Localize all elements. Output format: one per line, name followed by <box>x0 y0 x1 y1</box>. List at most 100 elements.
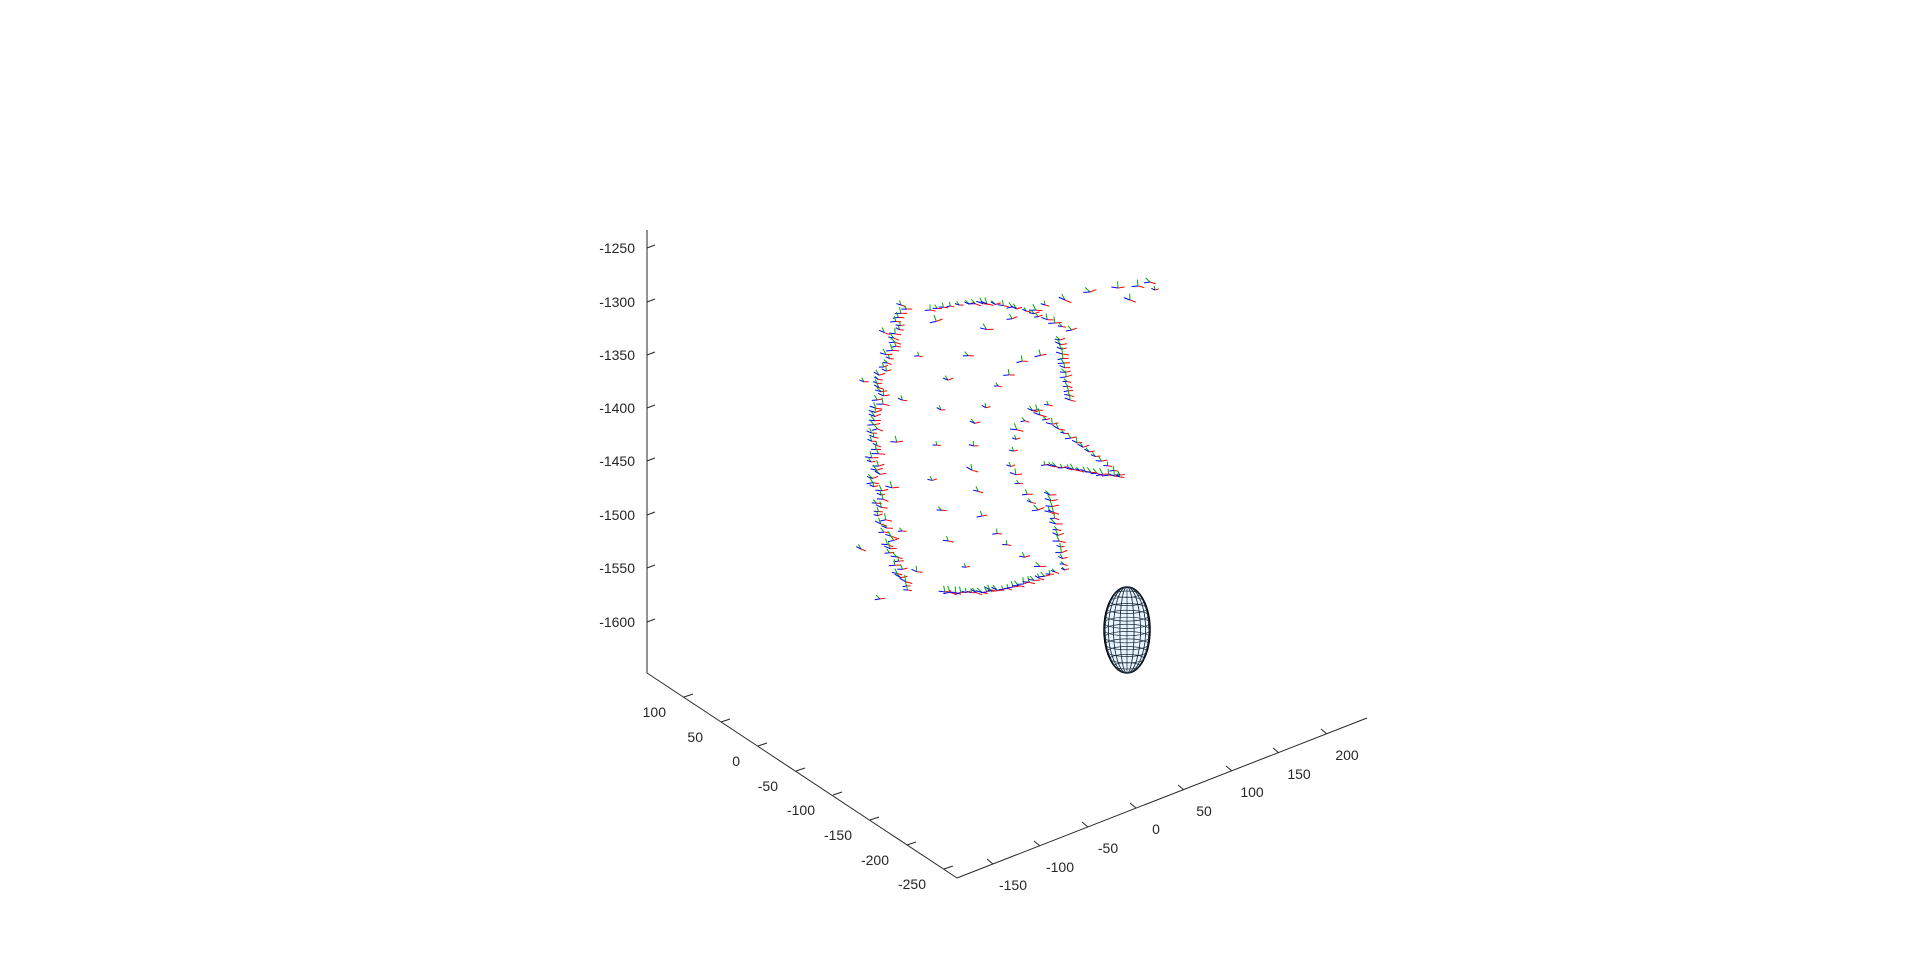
triad-marker <box>946 301 955 308</box>
triad-marker <box>1050 568 1060 574</box>
triad-marker <box>871 394 883 401</box>
triad-marker <box>1058 553 1068 559</box>
triad-marker <box>972 486 984 494</box>
triad-marker <box>1048 518 1063 525</box>
triad-marker <box>896 300 907 308</box>
y-tick-label: 0 <box>732 753 740 769</box>
triad-marker <box>1059 561 1068 567</box>
x-tick-label: -50 <box>1098 840 1118 856</box>
triad-marker <box>932 304 943 310</box>
triad-marker <box>1009 468 1023 476</box>
z-tick-label: -1300 <box>599 294 635 310</box>
triad-marker <box>899 574 913 584</box>
triad-marker <box>1095 467 1110 477</box>
triad-marker <box>1054 339 1068 346</box>
triad-marker <box>876 493 889 502</box>
triad-marker <box>1029 303 1043 312</box>
y-axis-line <box>646 672 958 879</box>
triad-marker <box>891 341 901 348</box>
triad-marker <box>897 564 908 570</box>
triad-marker <box>866 476 880 485</box>
y-tick-mark <box>683 693 694 698</box>
triad-marker <box>1055 546 1068 554</box>
triad-marker <box>888 559 901 567</box>
mesh-latitude-line <box>1106 646 1148 657</box>
triad-marker <box>875 501 888 509</box>
x-tick-mark <box>1272 747 1280 754</box>
x-tick-mark <box>1225 765 1233 772</box>
triad-marker <box>873 382 885 390</box>
vector-triads-series <box>855 277 1159 601</box>
x-tick-label: 0 <box>1152 821 1160 837</box>
y-tick-label: -200 <box>861 852 889 868</box>
triad-marker <box>961 563 971 568</box>
triad-marker <box>901 304 913 310</box>
y-tick-mark <box>757 742 768 747</box>
triad-marker <box>1044 490 1057 496</box>
triad-marker <box>874 375 883 381</box>
x-tick-mark <box>1129 802 1137 809</box>
triad-marker <box>992 528 1002 535</box>
triad-marker <box>969 298 982 307</box>
mesh-latitude-line <box>1103 616 1151 629</box>
triad-marker <box>987 587 997 592</box>
y-tick-mark <box>869 816 880 821</box>
triad-marker <box>936 506 947 512</box>
triad-marker <box>966 588 976 594</box>
axes-3d: -1250-1300-1350-1400-1450-1500-1550-1600… <box>599 230 1368 893</box>
triad-marker <box>885 344 900 352</box>
x-tick-mark <box>986 858 994 865</box>
x-tick-label: -150 <box>999 877 1027 893</box>
mesh-latitude-line <box>1109 596 1145 606</box>
triad-marker <box>887 535 900 543</box>
triad-marker <box>884 548 895 554</box>
z-tick-mark <box>646 404 656 409</box>
triad-marker <box>1002 540 1012 546</box>
triad-marker <box>1055 347 1069 356</box>
triad-marker <box>1065 325 1078 332</box>
triad-marker <box>1060 566 1070 571</box>
triad-marker <box>868 411 882 417</box>
y-tick-label: -150 <box>824 827 852 843</box>
triad-marker <box>869 482 879 488</box>
triad-marker <box>874 469 887 475</box>
triad-marker <box>866 457 876 463</box>
triad-marker <box>969 418 981 424</box>
triad-marker <box>1012 580 1025 588</box>
triad-marker <box>1040 300 1050 307</box>
triad-marker <box>1014 479 1023 485</box>
triad-marker <box>1034 313 1043 318</box>
triad-marker <box>1083 286 1097 293</box>
mesh-latitude-line <box>1103 623 1151 637</box>
y-tick-mark <box>795 767 806 772</box>
triad-marker <box>1006 313 1018 320</box>
triad-marker <box>979 323 994 331</box>
triad-marker <box>954 300 964 306</box>
triad-marker <box>903 585 912 592</box>
triad-marker <box>997 299 1009 308</box>
triad-marker <box>1101 468 1116 477</box>
triad-marker <box>1151 285 1159 291</box>
triad-marker <box>1052 529 1065 536</box>
triad-marker <box>1006 461 1016 467</box>
triad-marker <box>875 484 889 492</box>
triad-marker <box>1075 466 1085 473</box>
triad-marker <box>867 419 881 426</box>
triad-marker <box>874 594 886 601</box>
triad-marker <box>1071 437 1083 444</box>
x-tick-group: -150 -100 -50 0 50 100 150 200 <box>986 728 1359 893</box>
triad-marker <box>968 441 979 447</box>
triad-marker <box>890 552 903 560</box>
triad-marker <box>1022 307 1031 313</box>
triad-marker <box>1062 381 1073 389</box>
triad-marker <box>1009 446 1018 452</box>
triad-marker <box>879 348 893 356</box>
z-tick-mark <box>646 457 656 462</box>
z-tick-label: -1550 <box>599 560 635 576</box>
z-tick-label: -1600 <box>599 614 635 630</box>
triad-marker <box>1123 293 1137 303</box>
z-tick-group: -1250 -1300 -1350 -1400 -1450 -1500 -1550 -1600 <box>599 240 656 630</box>
triad-marker <box>1028 575 1040 581</box>
triad-marker <box>1059 368 1071 373</box>
